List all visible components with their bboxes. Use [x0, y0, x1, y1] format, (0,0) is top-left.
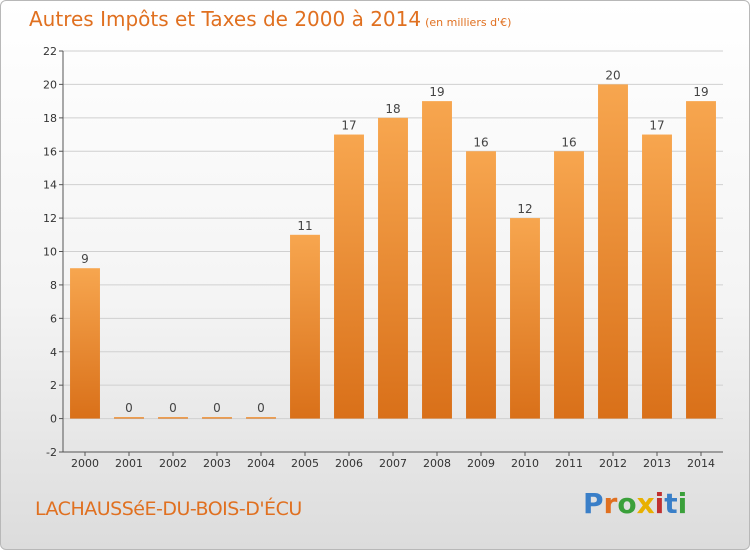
x-tick-label: 2002 — [159, 457, 187, 470]
data-label: 0 — [213, 401, 221, 415]
y-tick-label: -2 — [46, 446, 57, 459]
bar — [202, 417, 232, 419]
bar — [598, 84, 628, 419]
data-label: 16 — [473, 135, 488, 149]
y-tick-label: 2 — [50, 379, 57, 392]
x-tick-label: 2003 — [203, 457, 231, 470]
title-text: Autres Impôts et Taxes de 2000 à 2014 — [29, 7, 422, 31]
logo-letter: r — [603, 487, 618, 520]
data-label: 12 — [517, 202, 532, 216]
bar — [290, 234, 320, 419]
bar — [70, 268, 100, 419]
logo-letter: P — [583, 487, 604, 520]
bars: 9 0 0 0 0 11 17 18 19 16 12 16 20 17 19 — [70, 68, 716, 419]
chart-title: Autres Impôts et Taxes de 2000 à 2014 (en… — [29, 7, 511, 31]
x-tick-label: 2009 — [467, 457, 495, 470]
y-tick-label: 10 — [43, 246, 57, 259]
y-tick-label: 20 — [43, 78, 57, 91]
x-tick-label: 2010 — [511, 457, 539, 470]
bar — [158, 417, 188, 419]
y-tick-label: 4 — [50, 346, 57, 359]
data-label: 0 — [257, 401, 265, 415]
bar — [686, 101, 716, 419]
y-tick-label: 0 — [50, 413, 57, 426]
x-tick-label: 2013 — [643, 457, 671, 470]
logo-letter: t — [664, 487, 678, 520]
data-label: 17 — [649, 119, 664, 133]
logo-letter: i — [654, 487, 665, 520]
logo-letter: o — [617, 487, 637, 520]
proxiti-logo: Proxiti — [583, 487, 687, 520]
x-tick-label: 2011 — [555, 457, 583, 470]
town-name: LACHAUSSéE-DU-BOIS-D'ÉCU — [35, 498, 302, 520]
x-tick-label: 2004 — [247, 457, 275, 470]
data-label: 19 — [429, 85, 444, 99]
y-tick-label: 12 — [43, 212, 57, 225]
y-tick-label: 22 — [43, 45, 57, 58]
data-label: 19 — [693, 85, 708, 99]
chart-subtitle: (en milliers d'€) — [425, 16, 512, 29]
bar — [378, 117, 408, 419]
logo-letter: i — [677, 487, 688, 520]
y-tick-label: 14 — [43, 179, 57, 192]
bar — [510, 218, 540, 419]
x-tick-label: 2001 — [115, 457, 143, 470]
bar — [554, 151, 584, 419]
data-label: 9 — [81, 252, 89, 266]
bar — [334, 134, 364, 419]
logo-letter: x — [636, 487, 655, 520]
y-tick-label: 18 — [43, 112, 57, 125]
x-tick-label: 2007 — [379, 457, 407, 470]
data-label: 20 — [605, 68, 620, 82]
data-label: 16 — [561, 135, 576, 149]
data-label: 17 — [341, 119, 356, 133]
x-tick-label: 2005 — [291, 457, 319, 470]
y-tick-label: 16 — [43, 145, 57, 158]
bar — [246, 417, 276, 419]
y-tick-label: 6 — [50, 312, 57, 325]
x-tick-label: 2000 — [71, 457, 99, 470]
y-tick-label: 8 — [50, 279, 57, 292]
bar — [422, 101, 452, 419]
x-tick-label: 2012 — [599, 457, 627, 470]
x-tick-label: 2014 — [687, 457, 715, 470]
data-label: 18 — [385, 102, 400, 116]
bar — [642, 134, 672, 419]
bar — [114, 417, 144, 419]
bar — [466, 151, 496, 419]
data-label: 0 — [125, 401, 133, 415]
data-label: 11 — [297, 219, 312, 233]
x-tick-label: 2006 — [335, 457, 363, 470]
data-label: 0 — [169, 401, 177, 415]
x-tick-label: 2008 — [423, 457, 451, 470]
